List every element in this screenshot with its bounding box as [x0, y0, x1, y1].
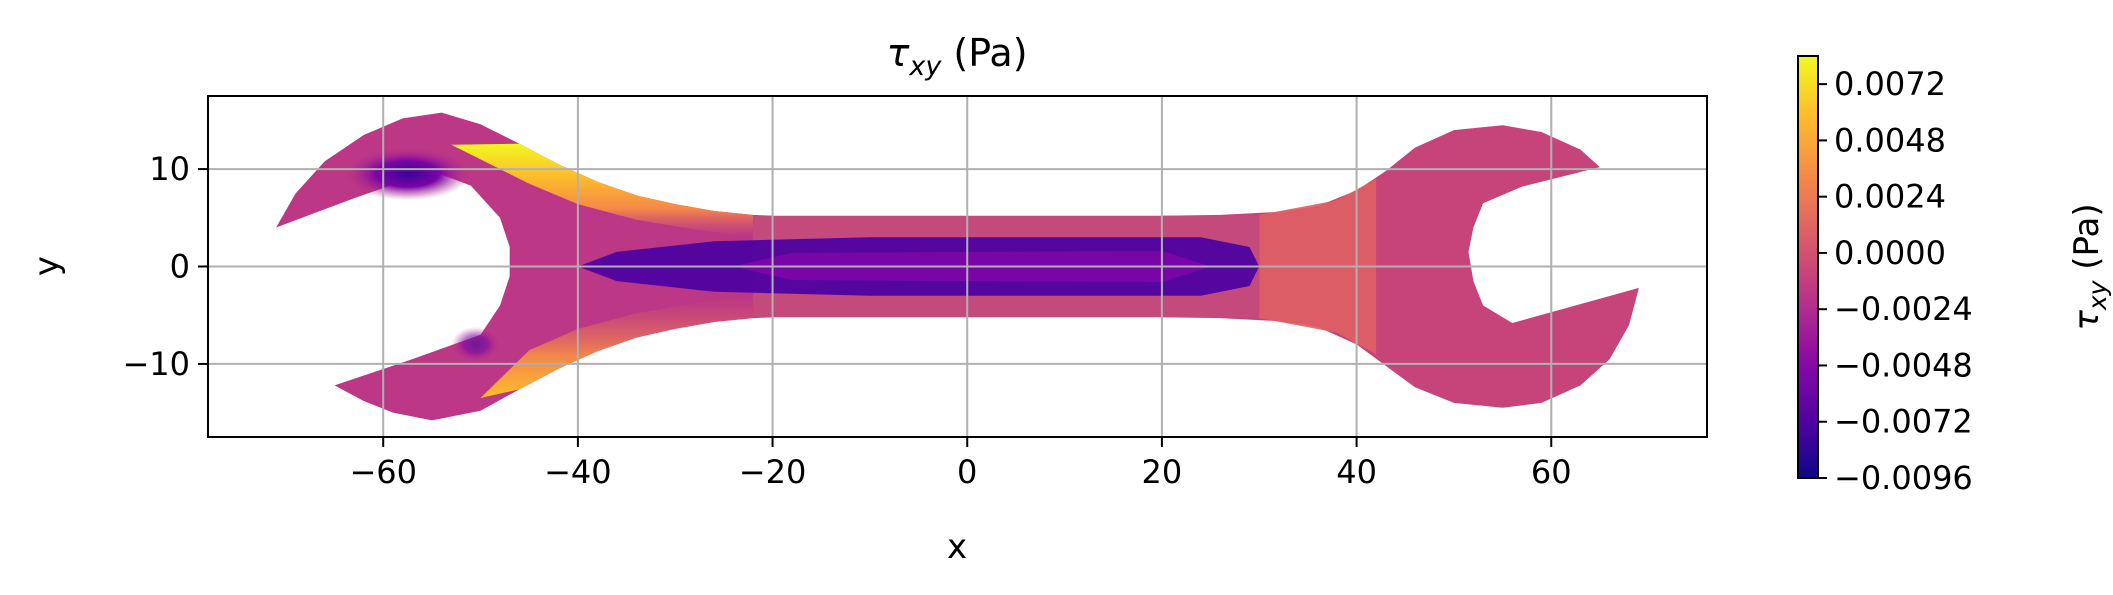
x-tick-label: 0	[957, 453, 977, 491]
colorbar-tick-label: −0.0024	[1834, 290, 1973, 328]
y-axis-ticks: −10 0 10	[122, 150, 208, 383]
colorbar-label: τxy (Pa)	[2067, 203, 2112, 330]
y-tick-label: 10	[149, 150, 190, 188]
grid	[208, 96, 1707, 437]
left-inner-corner-spot	[344, 147, 471, 201]
left-neck-upper-edge	[451, 143, 754, 238]
colorbar-label-unit: (Pa)	[2067, 203, 2107, 280]
y-axis-label: y	[27, 256, 67, 276]
colorbar-tick-label: 0.0072	[1834, 65, 1946, 103]
chart-title: τxy (Pa)	[886, 31, 1027, 82]
colorbar-tick-label: 0.0024	[1834, 178, 1946, 216]
colorbar-ticks: −0.0096 −0.0072 −0.0048 −0.0024 0.0000 0.0024…	[1818, 65, 1973, 497]
x-axis-ticks: −60 −40 −20 0 20 40 60	[349, 437, 1572, 491]
colorbar-label-subscript: xy	[2083, 279, 2112, 311]
colorbar	[1797, 55, 1819, 479]
x-tick-label: 60	[1531, 453, 1572, 491]
x-tick-label: 20	[1142, 453, 1183, 491]
colorbar-tick-label: 0.0048	[1834, 121, 1946, 159]
x-axis-label: x	[947, 527, 967, 567]
x-tick-label: −20	[739, 453, 807, 491]
y-tick-label: 0	[170, 248, 190, 286]
left-neck-lower-edge	[480, 295, 754, 398]
colorbar-tick-label: −0.0048	[1834, 346, 1973, 384]
colorbar-tick-label: −0.0096	[1834, 459, 1973, 497]
colorbar-tick-label: −0.0072	[1834, 403, 1973, 441]
colorbar-tick-label: 0.0000	[1834, 234, 1946, 272]
left-lower-corner-spot	[451, 326, 501, 362]
chart-title-subscript: xy	[908, 51, 942, 82]
colorbar-label-symbol: τ	[2067, 310, 2107, 331]
chart-title-unit: (Pa)	[941, 31, 1027, 75]
y-tick-label: −10	[122, 345, 190, 383]
x-tick-label: 40	[1336, 453, 1377, 491]
chart-title-symbol: τ	[886, 31, 910, 75]
x-tick-label: −40	[544, 453, 612, 491]
x-tick-label: −60	[349, 453, 417, 491]
